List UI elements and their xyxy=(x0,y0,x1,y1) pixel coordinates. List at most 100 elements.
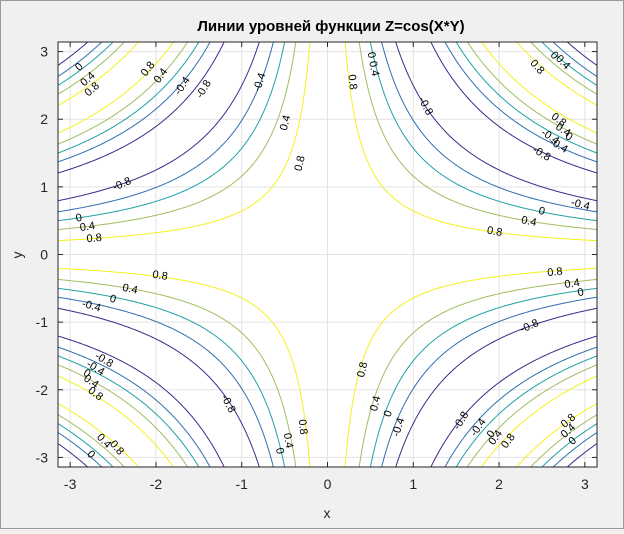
y-tick-label: -1 xyxy=(36,314,49,330)
contour-labels: 0.80.4-0.4 0.80.40-0.80.80.4 -0.4 -0.800.40… xyxy=(73,49,591,461)
contour-line xyxy=(381,41,598,213)
contour-label: 0 xyxy=(537,205,546,218)
contour-label: 0.4 xyxy=(366,60,381,77)
x-tick-label: -2 xyxy=(150,476,163,492)
y-tick-label: 1 xyxy=(40,179,48,195)
contour-line xyxy=(430,335,598,468)
contour-line xyxy=(57,41,311,242)
contour-line xyxy=(57,307,260,468)
x-axis-label: x xyxy=(324,505,331,521)
contour-label: 0 xyxy=(75,212,83,225)
contour-line xyxy=(57,364,189,468)
contour-line xyxy=(57,41,189,145)
y-tick-label: 3 xyxy=(40,44,48,60)
contour-line xyxy=(57,375,174,468)
contour-label: 0 xyxy=(485,428,498,440)
contour-label: -0.4 xyxy=(251,71,268,93)
contour-label: 0.8 xyxy=(486,225,503,240)
contour-label: 0.4 xyxy=(520,214,537,229)
contour-label: 0 xyxy=(273,447,286,455)
contour-label: 0.8 xyxy=(355,361,370,379)
contour-line xyxy=(57,403,139,468)
contour-line xyxy=(466,364,598,468)
contour-line xyxy=(444,41,598,163)
y-axis-ticks: -3 -2 -1 0 1 2 3 xyxy=(36,44,597,465)
contour-line xyxy=(57,443,89,468)
contour-line xyxy=(57,41,103,77)
contour-label: 0.4 xyxy=(121,282,139,297)
chart-title: Линии уровней функции Z=cos(X*Y) xyxy=(197,18,464,35)
contour-label: 0 xyxy=(563,130,575,143)
contour-line xyxy=(444,346,598,468)
contour-label: -0.4 xyxy=(570,197,591,213)
contour-label: 0 xyxy=(108,293,117,306)
contour-line xyxy=(530,41,598,95)
contour-line xyxy=(530,414,598,468)
contour-line xyxy=(344,267,598,468)
contour-line xyxy=(57,41,297,231)
contour-line xyxy=(57,41,114,86)
contour-line xyxy=(466,41,598,145)
contour-line xyxy=(541,423,598,468)
contour-line xyxy=(455,355,598,468)
contour-line xyxy=(57,41,274,213)
contour-line xyxy=(552,41,598,77)
contour-line xyxy=(369,287,598,468)
contour-label: 0 xyxy=(365,51,378,59)
contour-lines xyxy=(57,41,598,468)
x-tick-label: -1 xyxy=(235,476,248,492)
contour-label: 0.4 xyxy=(278,114,293,132)
contour-line xyxy=(358,278,598,468)
contour-label: 0.4 xyxy=(564,277,581,291)
x-tick-label: -3 xyxy=(64,476,77,492)
contour-line xyxy=(516,41,598,106)
contour-line xyxy=(481,375,598,468)
contour-line xyxy=(57,41,286,222)
contour-line xyxy=(57,423,114,468)
contour-label: 0 xyxy=(382,409,395,418)
y-tick-label: 2 xyxy=(40,111,48,127)
contour-label: -0.4 xyxy=(81,298,102,315)
contour-label: 0 xyxy=(81,367,93,380)
contour-line xyxy=(395,41,598,202)
y-tick-label: 0 xyxy=(40,247,48,263)
contour-label: 0.4 xyxy=(368,395,383,413)
contour-label: 0.4 xyxy=(281,432,295,449)
contour-label: 0.8 xyxy=(547,266,563,279)
x-tick-label: 2 xyxy=(495,476,503,492)
y-tick-label: -3 xyxy=(36,449,49,465)
contour-line xyxy=(57,41,200,154)
contour-line xyxy=(57,41,125,95)
contour-line xyxy=(455,41,598,154)
contour-line xyxy=(57,278,297,468)
contour-line xyxy=(358,41,598,231)
contour-line xyxy=(566,443,598,468)
contour-label: 0.4 xyxy=(79,220,96,234)
contour-line xyxy=(430,41,598,174)
contour-line xyxy=(57,414,125,468)
contour-label: 0 xyxy=(577,286,585,299)
contour-line xyxy=(57,287,286,468)
contour-line xyxy=(57,41,139,106)
contour-label: -0.4 xyxy=(390,416,407,438)
contour-line xyxy=(57,267,311,468)
grid-lines xyxy=(58,42,597,467)
contour-line xyxy=(57,432,103,468)
x-tick-label: 0 xyxy=(324,476,332,492)
contour-line xyxy=(481,41,598,134)
contour-label: 0.8 xyxy=(296,419,310,436)
contour-line xyxy=(381,296,598,468)
x-tick-label: 1 xyxy=(409,476,417,492)
contour-line xyxy=(57,41,225,174)
contour-line xyxy=(566,41,598,66)
y-tick-label: -2 xyxy=(36,382,49,398)
contour-line xyxy=(57,41,89,66)
contour-line xyxy=(369,41,598,222)
x-axis-ticks: -3 -2 -1 0 1 2 3 xyxy=(64,42,589,492)
contour-line xyxy=(516,403,598,468)
contour-line xyxy=(57,346,211,468)
contour-line xyxy=(541,41,598,86)
contour-line xyxy=(57,296,274,468)
contour-line xyxy=(57,41,260,202)
